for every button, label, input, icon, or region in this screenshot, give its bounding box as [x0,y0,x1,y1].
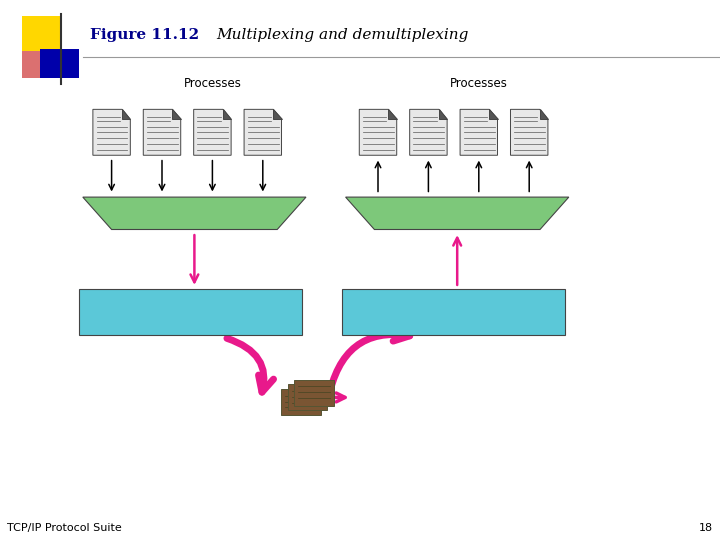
Polygon shape [490,109,498,119]
Polygon shape [143,109,181,156]
Text: IP: IP [446,305,461,319]
Polygon shape [359,109,397,156]
FancyBboxPatch shape [79,289,302,335]
Bar [288,384,327,410]
FancyBboxPatch shape [342,289,565,335]
Polygon shape [540,109,548,119]
Polygon shape [510,109,548,156]
Bar [22,49,50,78]
Polygon shape [274,109,282,119]
Polygon shape [83,197,306,230]
Text: TCP/IP Protocol Suite: TCP/IP Protocol Suite [7,523,122,533]
Polygon shape [244,109,282,156]
Polygon shape [439,109,447,119]
Bar [22,16,61,51]
Text: UDP: UDP [444,200,470,213]
Text: Processes: Processes [184,77,241,90]
Text: Figure 11.12: Figure 11.12 [90,28,199,42]
Polygon shape [346,197,569,230]
Text: (Demultiplexer): (Demultiplexer) [416,214,498,224]
Polygon shape [194,109,231,156]
Bar [281,389,321,415]
Text: Processes: Processes [450,77,508,90]
Text: 18: 18 [698,523,713,533]
Polygon shape [389,109,397,119]
Bar [40,49,79,78]
Polygon shape [93,109,130,156]
Polygon shape [223,109,231,119]
Polygon shape [173,109,181,119]
Polygon shape [122,109,130,119]
Text: (Multiplexer): (Multiplexer) [161,214,228,224]
Bar [294,380,334,406]
Polygon shape [410,109,447,156]
Polygon shape [460,109,498,156]
Text: IP: IP [184,305,198,319]
Text: Multiplexing and demultiplexing: Multiplexing and demultiplexing [216,28,469,42]
Text: UDP: UDP [181,200,207,213]
